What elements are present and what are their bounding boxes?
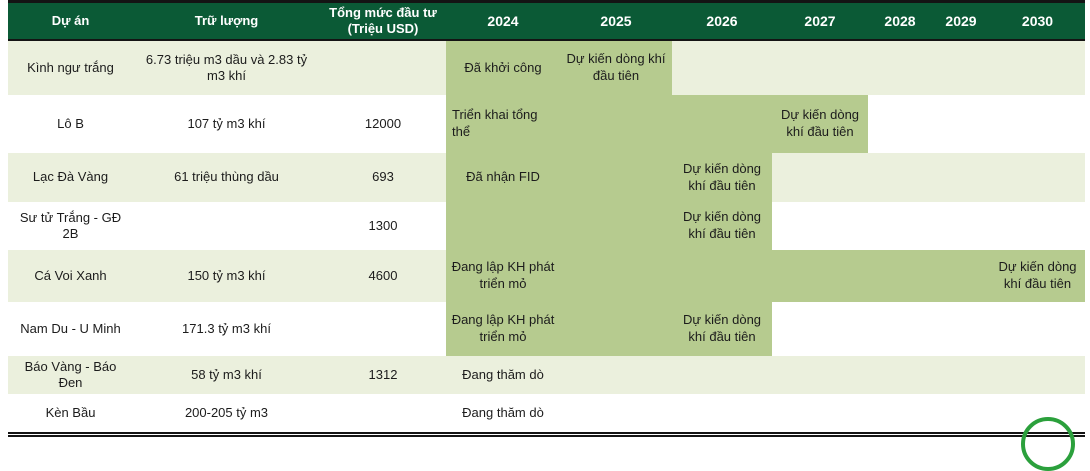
gantt-area: Đang lập KH phát triển mỏ Dự kiến dòng k… — [446, 250, 1085, 302]
column-header-reserves: Trữ lượng — [194, 13, 259, 29]
milestone-label: Đã nhận FID — [466, 169, 540, 185]
year-header-2030: 2030 — [1021, 13, 1054, 30]
milestone-label: Đang thăm dò — [462, 366, 544, 382]
investment-cell — [320, 302, 446, 356]
year-header-2027: 2027 — [804, 13, 836, 30]
year-header-group: 2024 2025 2026 2027 2028 2029 2030 — [446, 3, 1085, 40]
column-header-investment: Tổng mức đầu tư (Triệu USD) — [329, 5, 437, 37]
investment-cell — [320, 41, 446, 95]
reserves-cell: 61 triệu thùng dầu — [174, 169, 279, 185]
gantt-area: Đã khởi công Dự kiến dòng khí đầu tiên — [446, 41, 1085, 95]
gantt-bar — [446, 95, 868, 153]
investment-cell: 4600 — [368, 267, 398, 283]
investment-cell: 1300 — [368, 217, 398, 233]
milestone-label: Đang lập KH phát triển mỏ — [451, 312, 555, 344]
milestone-label: Đang lập KH phát triển mỏ — [451, 259, 555, 291]
reserves-cell: 58 tỷ m3 khí — [191, 366, 262, 382]
project-cell: Sư tử Trắng - GĐ 2B — [19, 209, 122, 241]
project-cell: Lạc Đà Vàng — [32, 169, 109, 185]
year-header-2025: 2025 — [600, 13, 632, 30]
table-row-kinh-ngu-trang: Kình ngư trắng 6.73 triệu m3 dầu và 2.83… — [8, 41, 1085, 95]
investment-cell: 1312 — [368, 366, 398, 382]
project-cell: Lô B — [57, 115, 84, 131]
reserves-cell: 171.3 tỷ m3 khí — [182, 320, 271, 336]
gantt-area: Đang thăm dò — [446, 356, 1085, 394]
year-header-2024: 2024 — [487, 13, 519, 30]
year-header-2029: 2029 — [945, 13, 977, 30]
reserves-cell: 107 tỷ m3 khí — [187, 115, 266, 131]
table-row-lo-b: Lô B 107 tỷ m3 khí 12000 Triển khai tổng… — [8, 95, 1085, 153]
green-circle-arc-decoration — [1021, 417, 1075, 471]
project-gantt-table: Dự án Trữ lượng Tổng mức đầu tư (Triệu U… — [8, 0, 1085, 437]
gantt-bar — [446, 41, 672, 95]
gantt-area: Đang lập KH phát triển mỏ Dự kiến dòng k… — [446, 302, 1085, 356]
year-header-2028: 2028 — [884, 13, 916, 30]
table-row-ken-bau: Kèn Bầu 200-205 tỷ m3 Đang thăm dò — [8, 394, 1085, 432]
project-cell: Nam Du - U Minh — [20, 320, 121, 336]
reserves-cell: 6.73 triệu m3 dầu và 2.83 tỷ m3 khí — [145, 51, 308, 83]
table-row-su-tu-trang-gd-2b: Sư tử Trắng - GĐ 2B 1300 Dự kiến dòng kh… — [8, 202, 1085, 250]
project-cell: Kèn Bầu — [45, 404, 96, 420]
gantt-bar — [446, 153, 772, 202]
investment-cell: 693 — [372, 169, 394, 185]
milestone-label: Dự kiến dòng khí đầu tiên — [682, 160, 762, 193]
gantt-area: Dự kiến dòng khí đầu tiên — [446, 202, 1085, 250]
milestone-label: Triển khai tổng thể — [452, 107, 538, 139]
column-header-project: Dự án — [51, 13, 90, 29]
milestone-label: Dự kiến dòng khí đầu tiên — [566, 51, 666, 83]
project-cell: Báo Vàng - Báo Đen — [24, 358, 117, 390]
reserves-cell — [133, 202, 320, 250]
gantt-area: Triển khai tổng thể Dự kiến dòng khí đầu… — [446, 95, 1085, 153]
table-row-ca-voi-xanh: Cá Voi Xanh 150 tỷ m3 khí 4600 Đang lập … — [8, 250, 1085, 302]
table-row-lac-da-vang: Lạc Đà Vàng 61 triệu thùng dầu 693 Đã nh… — [8, 153, 1085, 202]
table-row-bao-vang-bao-den: Báo Vàng - Báo Đen 58 tỷ m3 khí 1312 Đan… — [8, 356, 1085, 394]
project-cell: Cá Voi Xanh — [34, 267, 107, 283]
reserves-cell: 150 tỷ m3 khí — [187, 267, 266, 283]
gantt-bar — [446, 250, 1085, 302]
gantt-area: Đang thăm dò — [446, 394, 1085, 432]
year-header-2026: 2026 — [706, 13, 738, 30]
table-row-nam-du-u-minh: Nam Du - U Minh 171.3 tỷ m3 khí Đang lập… — [8, 302, 1085, 356]
milestone-label: Dự kiến dòng khí đầu tiên — [780, 107, 860, 139]
milestone-label: Dự kiến dòng khí đầu tiên — [682, 209, 762, 241]
milestone-label: Dự kiến dòng khí đầu tiên — [998, 259, 1077, 291]
investment-cell — [320, 394, 446, 432]
gantt-bar — [446, 302, 772, 356]
milestone-label: Đang thăm dò — [462, 404, 544, 420]
reserves-cell: 200-205 tỷ m3 — [184, 404, 269, 420]
investment-cell: 12000 — [364, 115, 402, 131]
milestone-label: Đã khởi công — [464, 59, 542, 75]
gantt-area: Đã nhận FID Dự kiến dòng khí đầu tiên — [446, 153, 1085, 202]
milestone-label: Dự kiến dòng khí đầu tiên — [682, 312, 762, 344]
gantt-bar — [446, 202, 772, 250]
table-header-row: Dự án Trữ lượng Tổng mức đầu tư (Triệu U… — [8, 3, 1085, 41]
project-cell: Kình ngư trắng — [27, 59, 114, 75]
